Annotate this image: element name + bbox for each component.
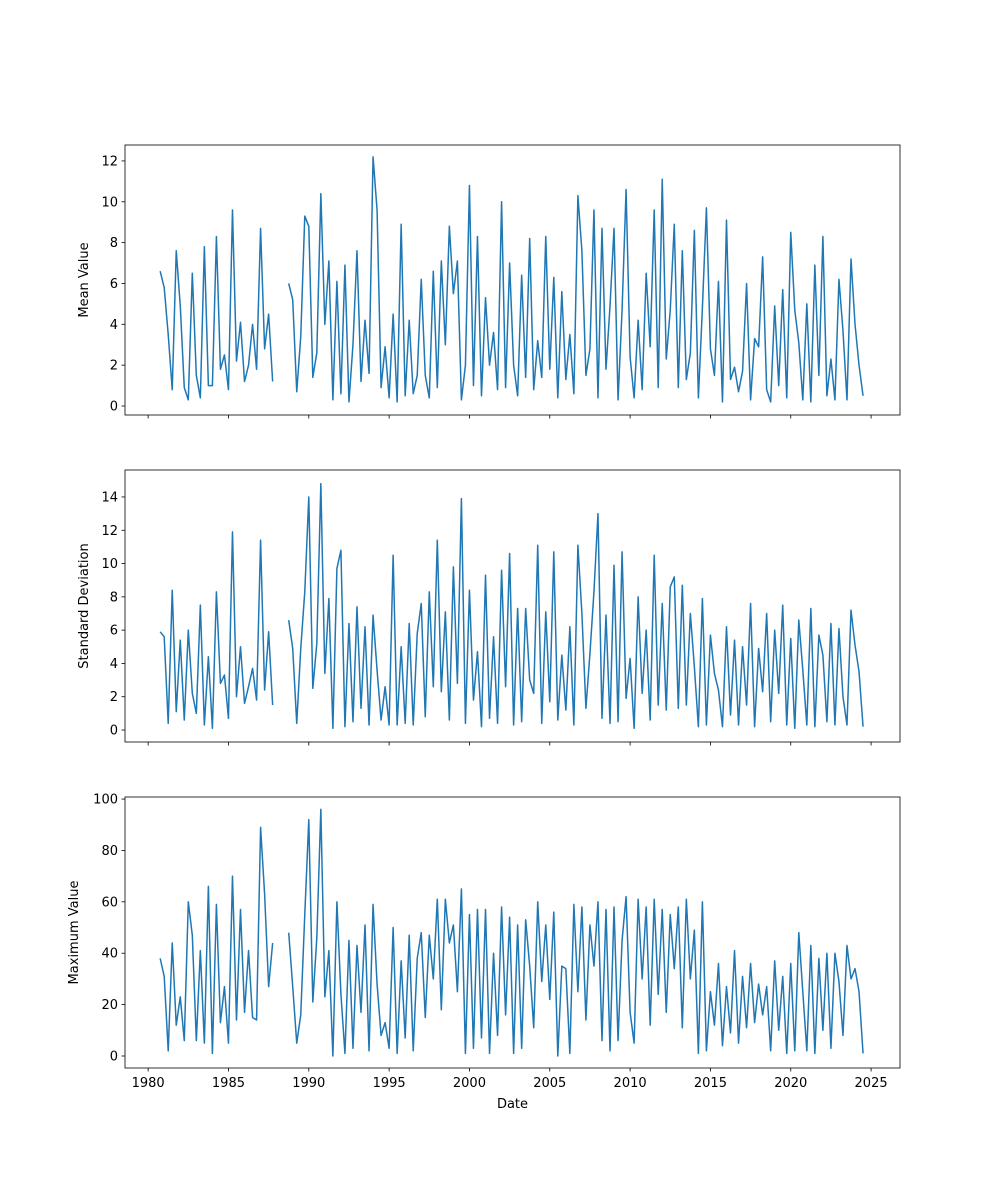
y-tick-label: 12: [101, 154, 118, 169]
y-tick-label: 40: [101, 947, 118, 962]
y-tick-label: 2: [110, 690, 118, 705]
y-tick-label: 10: [101, 195, 118, 210]
data-line: [159, 808, 864, 1057]
x-tick-label: 2015: [694, 1076, 727, 1091]
x-tick-label: 2020: [774, 1076, 807, 1091]
x-tick-label: 2000: [453, 1076, 486, 1091]
data-line: [159, 156, 864, 403]
y-tick-label: 8: [110, 236, 118, 251]
y-tick-label: 2: [110, 359, 118, 374]
y-tick-label: 0: [110, 1050, 118, 1065]
y-tick-label: 20: [101, 998, 118, 1013]
y-axis-label: Mean Value: [77, 242, 92, 317]
y-tick-label: 6: [110, 277, 118, 292]
y-tick-label: 10: [101, 557, 118, 572]
y-tick-label: 100: [93, 793, 118, 808]
y-tick-label: 80: [101, 844, 118, 859]
y-tick-label: 4: [110, 657, 118, 672]
x-tick-label: 2005: [533, 1076, 566, 1091]
x-tick-label: 1990: [292, 1076, 325, 1091]
x-tick-label: 1980: [132, 1076, 165, 1091]
y-axis-label: Standard Deviation: [77, 543, 92, 668]
y-tick-label: 4: [110, 318, 118, 333]
axes-frame: [124, 469, 901, 743]
axes-frame: [124, 144, 901, 416]
axes-frame: [124, 796, 901, 1069]
y-tick-label: 14: [101, 490, 118, 505]
x-tick-label: 2025: [855, 1076, 888, 1091]
x-axis-label: Date: [497, 1097, 528, 1112]
y-tick-label: 8: [110, 590, 118, 605]
y-tick-label: 0: [110, 724, 118, 739]
y-tick-label: 6: [110, 624, 118, 639]
x-tick-label: 1995: [373, 1076, 406, 1091]
y-tick-label: 60: [101, 895, 118, 910]
x-tick-label: 1985: [212, 1076, 245, 1091]
y-tick-label: 12: [101, 524, 118, 539]
y-tick-label: 0: [110, 400, 118, 415]
data-line: [159, 482, 864, 730]
y-axis-label: Maximum Value: [67, 881, 82, 985]
x-tick-label: 2010: [614, 1076, 647, 1091]
